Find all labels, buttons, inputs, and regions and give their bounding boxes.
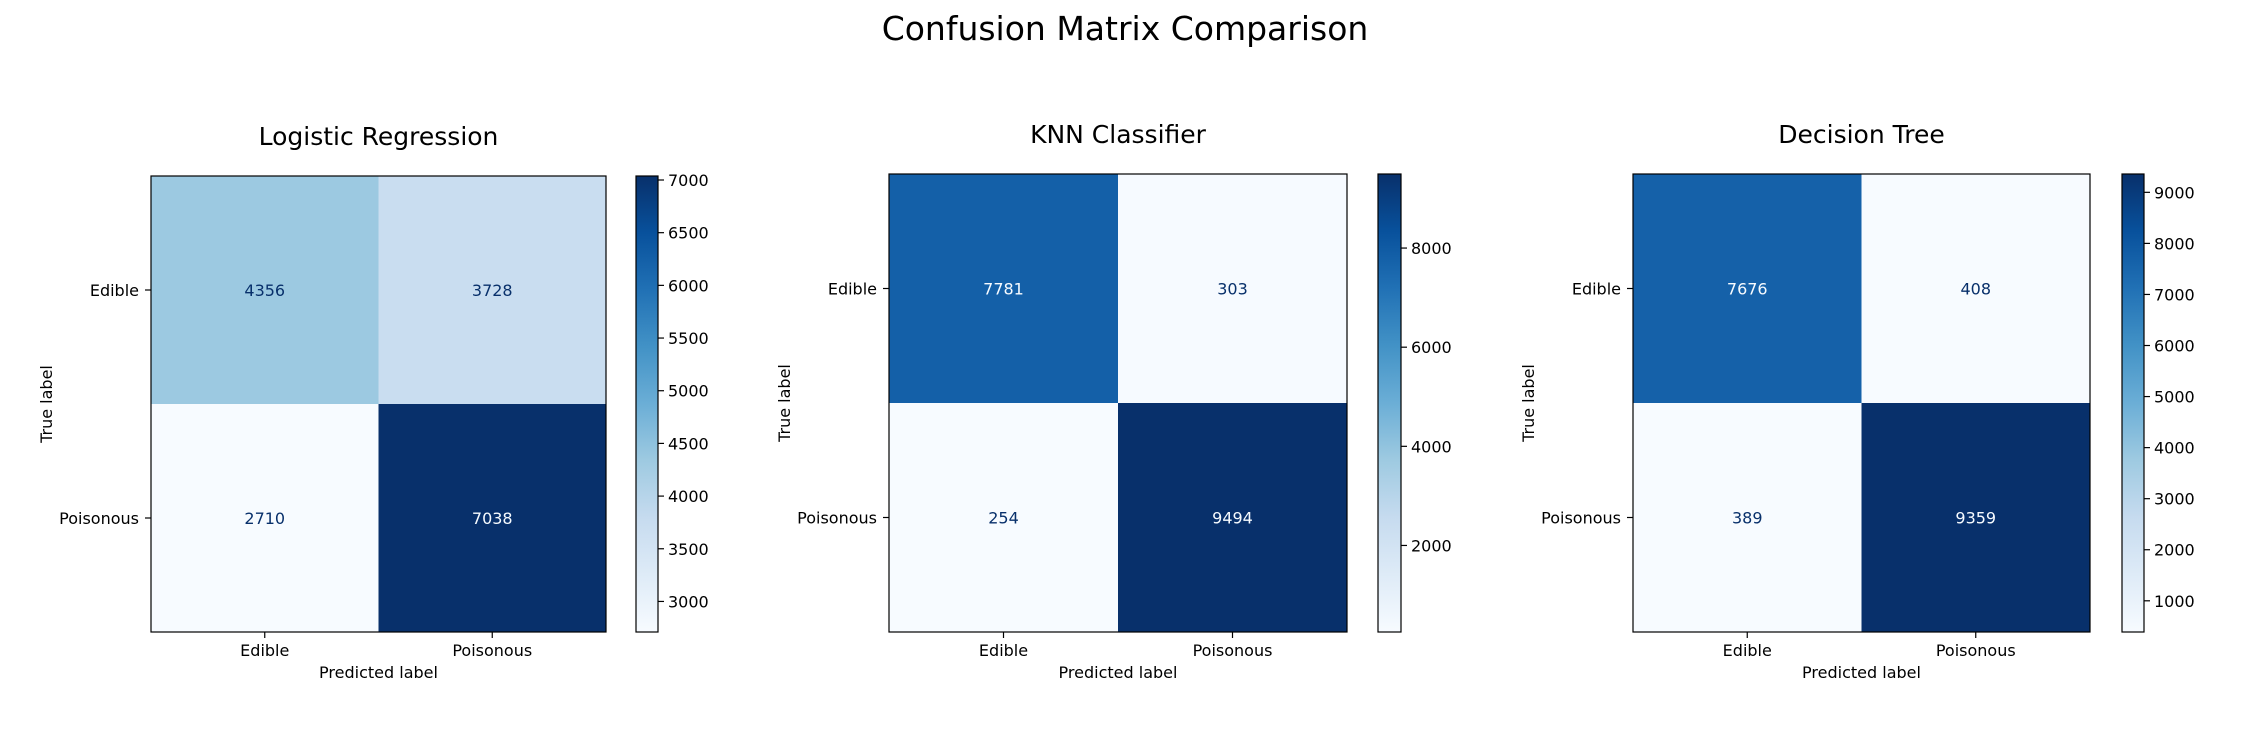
y-tick-label: Edible — [828, 280, 877, 299]
matrix-frame — [1632, 173, 2091, 633]
cell-value: 4356 — [244, 281, 285, 300]
colorbar-tick-label: 7000 — [2154, 285, 2195, 304]
y-tick-label: Edible — [1572, 280, 1621, 299]
colorbar-tick-label: 6000 — [2154, 337, 2195, 356]
matrix-cell — [889, 174, 1118, 403]
matrix-cell — [151, 404, 379, 632]
x-tick-label: Edible — [979, 641, 1028, 660]
matrix-panel-3: Decision Tree 7676 408 389 9359 Edible Poisono… — [1519, 120, 2195, 682]
colorbar-tick-label: 2000 — [1411, 536, 1452, 555]
cell-value: 7038 — [472, 509, 513, 528]
matrix-cell — [1118, 403, 1347, 632]
cell-value: 9359 — [1955, 509, 1996, 528]
panel-title: KNN Classifier — [1030, 120, 1207, 149]
colorbar-tick-label: 3500 — [668, 540, 709, 559]
cell-value: 9494 — [1212, 509, 1253, 528]
y-axis-label: True label — [1519, 364, 1538, 443]
colorbar-tick-label: 3000 — [2154, 490, 2195, 509]
cell-value: 7676 — [1727, 280, 1768, 299]
colorbar-tick-label: 9000 — [2154, 183, 2195, 202]
matrix-panel-2: KNN Classifier 7781 303 254 9494 Edible Poison… — [775, 120, 1452, 682]
colorbar-tick-label: 4000 — [668, 487, 709, 506]
colorbar-tick-label: 3000 — [668, 592, 709, 611]
colorbar: 3000 3500 4000 4500 5000 5500 6000 6500 7000 — [635, 171, 709, 633]
colorbar-frame — [635, 175, 659, 633]
colorbar-tick-label: 5000 — [2154, 388, 2195, 407]
colorbar-tick-label: 4000 — [1411, 437, 1452, 456]
colorbar-tick-label: 4000 — [2154, 439, 2195, 458]
matrix-cell — [1861, 403, 2090, 632]
panel-title: Decision Tree — [1778, 120, 1944, 149]
colorbar-tick-label: 4500 — [668, 434, 709, 453]
matrix-cell — [151, 176, 379, 404]
colorbar-tick-label: 5000 — [668, 382, 709, 401]
colorbar-tick-label: 1000 — [2154, 592, 2195, 611]
x-axis-label: Predicted label — [1059, 663, 1178, 682]
colorbar-gradient — [1378, 174, 1401, 632]
cell-value: 2710 — [244, 509, 285, 528]
colorbar: 2000 4000 6000 8000 — [1377, 173, 1452, 633]
matrix-cell — [1118, 174, 1347, 403]
cell-value: 389 — [1732, 509, 1763, 528]
cell-value: 7781 — [983, 280, 1024, 299]
colorbar: 1000 2000 3000 4000 5000 6000 7000 8000 9000 — [2121, 173, 2195, 633]
colorbar-tick-label: 6000 — [668, 276, 709, 295]
colorbar-tick-label: 6000 — [1411, 338, 1452, 357]
colorbar-tick-label: 8000 — [2154, 234, 2195, 253]
matrix-cell — [1633, 174, 1862, 403]
colorbar-frame — [1377, 173, 1402, 633]
matrix-cell — [889, 403, 1118, 632]
x-tick-label: Poisonous — [452, 641, 532, 660]
x-tick-label: Edible — [1723, 641, 1772, 660]
matrix-cell — [378, 404, 606, 632]
panel-title: Logistic Regression — [259, 122, 499, 151]
colorbar-tick-label: 2000 — [2154, 541, 2195, 560]
x-tick-label: Poisonous — [1936, 641, 2016, 660]
matrix-cell — [378, 176, 606, 404]
cell-value: 3728 — [472, 281, 513, 300]
y-axis-label: True label — [775, 364, 794, 443]
y-tick-label: Edible — [90, 281, 139, 300]
y-tick-label: Poisonous — [1541, 509, 1621, 528]
colorbar-gradient — [636, 176, 658, 632]
colorbar-gradient — [2122, 174, 2144, 632]
figure-title: Confusion Matrix Comparison — [882, 9, 1369, 48]
x-tick-label: Poisonous — [1193, 641, 1273, 660]
y-axis-label: True label — [37, 365, 56, 444]
x-tick-label: Edible — [240, 641, 289, 660]
colorbar-tick-label: 7000 — [668, 171, 709, 190]
colorbar-tick-label: 6500 — [668, 224, 709, 243]
y-tick-label: Poisonous — [59, 509, 139, 528]
y-tick-label: Poisonous — [797, 509, 877, 528]
matrix-frame — [150, 175, 607, 633]
x-axis-label: Predicted label — [319, 663, 438, 682]
matrix-cell — [1861, 174, 2090, 403]
colorbar-tick-label: 5500 — [668, 329, 709, 348]
cell-value: 303 — [1217, 280, 1248, 299]
colorbar-frame — [2121, 173, 2145, 633]
cell-value: 254 — [988, 509, 1019, 528]
colorbar-tick-label: 8000 — [1411, 239, 1452, 258]
matrix-frame — [888, 173, 1348, 633]
matrix-cell — [1633, 403, 1862, 632]
cell-value: 408 — [1960, 280, 1991, 299]
matrix-panel-1: Logistic Regression 4356 3728 2710 7038 Edibl… — [37, 122, 709, 682]
x-axis-label: Predicted label — [1802, 663, 1921, 682]
